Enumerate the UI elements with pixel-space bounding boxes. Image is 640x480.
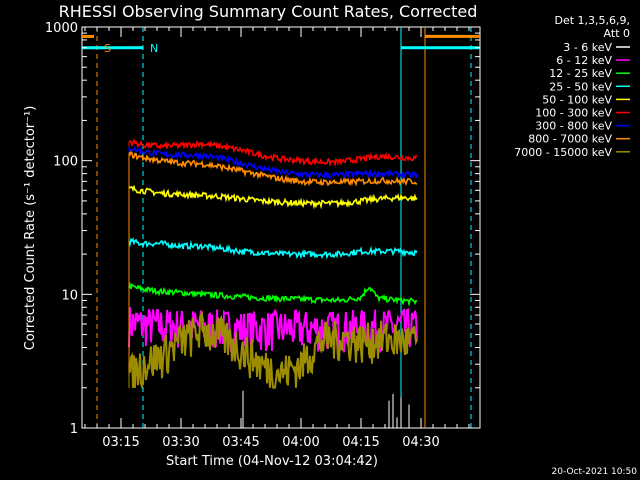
x-axis-label: Start Time (04-Nov-12 03:04:42) <box>166 454 378 469</box>
x-tick-label: 03:30 <box>162 435 199 450</box>
legend-entry-label: 100 - 300 keV <box>535 107 612 120</box>
legend-entry-label: 300 - 800 keV <box>535 120 612 133</box>
annotation-label: N <box>150 42 158 55</box>
series-line <box>128 137 418 168</box>
series-line <box>128 310 418 390</box>
x-axis-ticks: 03:15 03:30 03:45 04:00 04:15 04:30 <box>84 27 470 450</box>
legend-header-attenuator: Att 0 <box>604 27 630 40</box>
y-axis-ticks: 1 10 100 1000 <box>45 21 480 437</box>
timestamp: 20-Oct-2021 10:50 <box>552 467 638 477</box>
series-8 <box>128 310 418 390</box>
series-line <box>128 184 418 210</box>
y-tick-label: 1000 <box>45 21 78 36</box>
legend-entry-label: 7000 - 15000 keV <box>514 146 612 159</box>
y-tick-label: 1 <box>70 422 78 437</box>
x-tick-label: 03:45 <box>222 435 259 450</box>
legend-entry-label: 25 - 50 keV <box>549 80 612 93</box>
annotation-label: S <box>104 42 111 55</box>
x-tick-label: 04:00 <box>282 435 319 450</box>
y-tick-label: 100 <box>53 155 78 170</box>
legend-header-detectors: Det 1,3,5,6,9, <box>554 14 630 27</box>
chart-title: RHESSI Observing Summary Count Rates, Co… <box>59 2 478 21</box>
series-0 <box>242 390 410 428</box>
legend-entry-label: 50 - 100 keV <box>542 93 612 106</box>
legend-entry-label: 6 - 12 keV <box>556 54 612 67</box>
series-line <box>128 281 418 307</box>
series-line <box>128 237 418 260</box>
series-line <box>128 145 418 181</box>
series-line <box>128 150 417 187</box>
legend-entry-label: 800 - 7000 keV <box>528 133 612 146</box>
series-7 <box>128 150 417 388</box>
legend-entry-label: 12 - 25 keV <box>549 67 612 80</box>
plot-frame <box>81 26 481 429</box>
y-tick-label: 10 <box>61 288 78 303</box>
legend-entry-label: 3 - 6 keV <box>563 41 612 54</box>
x-tick-label: 04:30 <box>402 435 439 450</box>
x-tick-label: 04:15 <box>342 435 379 450</box>
x-tick-label: 03:15 <box>102 435 139 450</box>
y-axis-label: Corrected Count Rate (s⁻¹ detector⁻¹) <box>23 106 38 351</box>
